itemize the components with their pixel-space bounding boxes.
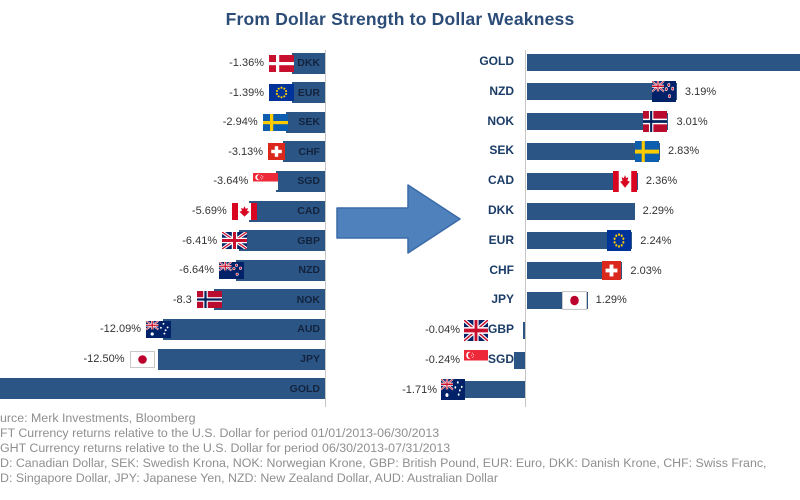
bar-sgd (513, 351, 525, 369)
value-label-nzd: 3.19% (684, 85, 717, 98)
bar-gold (527, 53, 800, 71)
value-label-nok: -8.3 (172, 293, 192, 306)
bar-sgd: SGD (276, 170, 325, 192)
left-chart-axis-line (325, 50, 326, 407)
bar-label-aud: AUD (297, 323, 320, 336)
bar-sek: SEK (285, 111, 325, 133)
value-label-sek: -2.94% (222, 116, 258, 129)
category-label-gold: GOLD (479, 54, 514, 68)
bar-jpy: JPY (157, 348, 325, 370)
footer-legend-line-1: D: Canadian Dollar, SEK: Swedish Krona, … (0, 456, 767, 470)
footer-left-period-note: FT Currency returns relative to the U.S.… (0, 426, 440, 440)
bar-cad: CAD (248, 200, 325, 222)
flag-australia-icon (441, 379, 465, 401)
bar-gold: GOLD (0, 378, 325, 400)
value-label-sgd: -3.64% (213, 175, 249, 188)
bar-aud: AUD (162, 318, 325, 340)
flag-canada-icon (231, 202, 257, 220)
flag-uk-icon (222, 232, 248, 250)
value-label-jpy: -12.50% (83, 353, 125, 365)
bar-eur (527, 232, 633, 250)
flag-denmark-icon (269, 54, 294, 72)
flag-switzerland-icon (268, 143, 286, 161)
bar-label-gbp: GBP (297, 234, 320, 247)
value-label-eur: 2.24% (640, 234, 672, 247)
bar-label-sgd: SGD (297, 175, 320, 188)
flag-eu-icon (269, 84, 294, 102)
value-label-eur: -1.39% (229, 86, 264, 99)
bar-cad (527, 172, 638, 190)
bar-nzd (527, 83, 677, 101)
bar-chf (527, 262, 623, 280)
flag-uk-icon (464, 319, 488, 341)
bar-dkk (527, 202, 635, 220)
value-label-chf: 2.03% (630, 264, 662, 277)
footer-right-period-note: GHT Currency returns relative to the U.S… (0, 441, 451, 455)
category-label-chf: CHF (489, 262, 514, 277)
category-label-gbp: GBP (487, 322, 514, 337)
category-label-nzd: NZD (489, 83, 514, 98)
value-label-cad: -5.69% (191, 205, 227, 217)
value-label-jpy: 1.29% (595, 294, 627, 307)
bar-label-sek: SEK (298, 116, 320, 129)
chart-title: From Dollar Strength to Dollar Weakness (225, 9, 575, 29)
bar-nok: NOK (213, 289, 325, 311)
bar-eur: EUR (292, 82, 325, 104)
category-label-jpy: JPY (491, 292, 514, 307)
value-label-gbp: -6.41% (182, 234, 218, 247)
bar-gbp (523, 321, 525, 339)
value-label-gbp: -0.04% (425, 324, 460, 337)
category-label-sek: SEK (489, 143, 514, 158)
value-label-aud: -12.09% (100, 323, 141, 336)
flag-sweden-icon (262, 113, 288, 131)
flag-norway-icon (643, 111, 668, 133)
bar-label-nzd: NZD (298, 264, 320, 277)
flag-japan-icon (129, 350, 155, 368)
flag-norway-icon (196, 291, 222, 309)
bar-label-nok: NOK (296, 293, 320, 306)
bar-gbp: GBP (239, 230, 325, 252)
bar-sek (527, 142, 660, 160)
value-label-aud: -1.71% (402, 383, 437, 396)
flag-new-zealand-icon (651, 81, 676, 103)
flag-japan-icon (561, 290, 587, 310)
category-label-sgd: SGD (487, 352, 514, 366)
bar-label-cad: CAD (297, 205, 320, 217)
category-label-nok: NOK (487, 113, 514, 128)
value-label-dkk: -1.36% (229, 57, 264, 69)
bar-dkk: DKK (292, 52, 325, 74)
right-chart-axis-line (525, 50, 526, 407)
bar-chf: CHF (283, 141, 325, 163)
category-label-cad: CAD (488, 173, 514, 188)
bar-label-jpy: JPY (300, 353, 320, 365)
bar-label-chf: CHF (298, 145, 320, 158)
bar-nok (527, 113, 669, 131)
footer-notes: urce: Merk Investments, Bloomberg FT Cur… (0, 411, 766, 486)
bar-label-eur: EUR (297, 86, 320, 99)
value-label-nok: 3.01% (676, 115, 708, 128)
value-label-sek: 2.83% (668, 145, 700, 158)
value-label-dkk: 2.29% (642, 205, 674, 217)
value-label-nzd: -6.64% (179, 264, 215, 277)
flag-singapore-icon (253, 172, 279, 190)
flag-eu-icon (607, 230, 632, 252)
value-label-sgd: -0.24% (425, 354, 460, 366)
bar-label-gold: GOLD (289, 382, 320, 395)
bar-label-dkk: DKK (297, 57, 320, 69)
flag-sweden-icon (635, 140, 659, 162)
bar-nzd: NZD (236, 259, 325, 281)
value-label-cad: 2.36% (645, 175, 678, 188)
value-label-chf: -3.13% (228, 145, 264, 158)
transition-arrow-icon (336, 184, 461, 254)
flag-canada-icon (612, 170, 637, 192)
category-label-eur: EUR (488, 232, 514, 247)
flag-switzerland-icon (602, 261, 622, 281)
flag-singapore-icon (464, 349, 488, 371)
flag-australia-icon (145, 320, 171, 338)
footer-source: urce: Merk Investments, Bloomberg (0, 411, 196, 425)
footer-legend-line-2: D: Singapore Dollar, JPY: Japanese Yen, … (0, 471, 498, 485)
category-label-dkk: DKK (488, 203, 514, 217)
flag-new-zealand-icon (219, 261, 245, 279)
